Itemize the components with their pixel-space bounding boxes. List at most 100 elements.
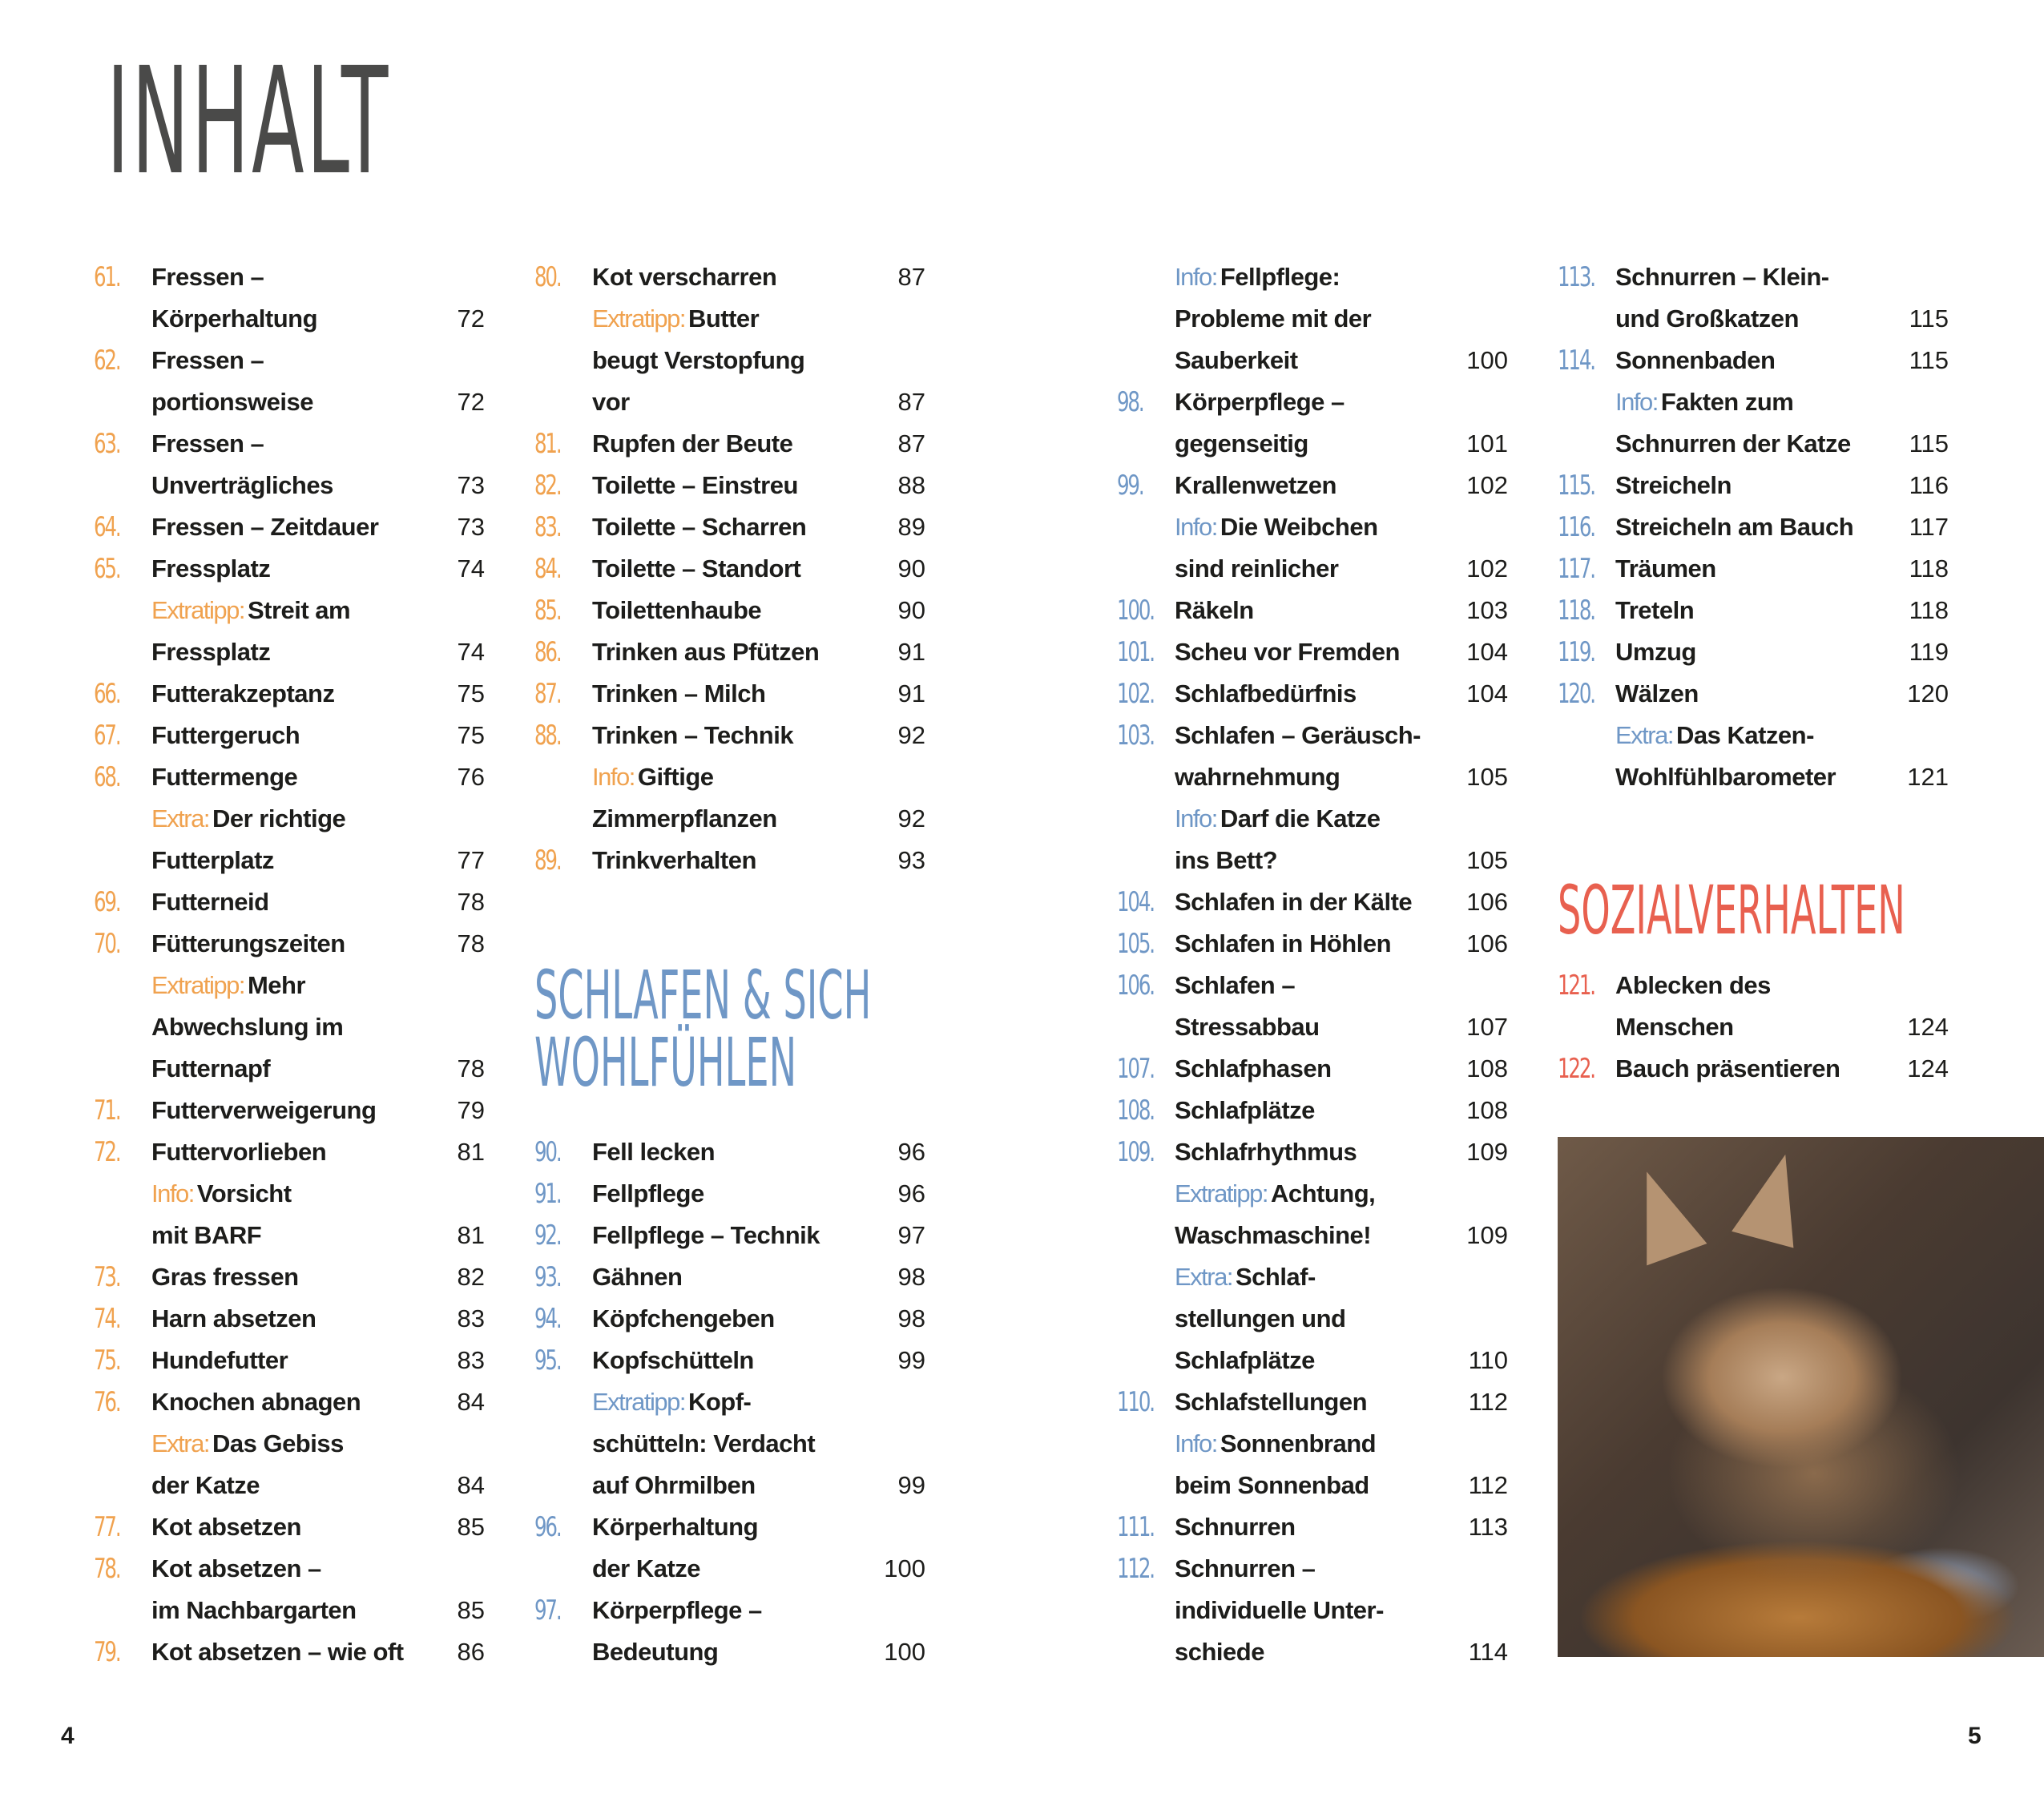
entry-number: 88. xyxy=(534,720,562,752)
entry-title: Futterplatz xyxy=(151,846,274,874)
toc-entry[interactable]: 91. Fellpflege 96 xyxy=(534,1173,925,1215)
toc-entry[interactable]: 97. Körperpflege – Bedeutung 100 xyxy=(534,1590,925,1673)
toc-entry[interactable]: 73. Gras fressen 82 xyxy=(94,1256,485,1298)
toc-entry[interactable]: 112. Schnurren – individuelle Unter-schied… xyxy=(1117,1548,1508,1673)
toc-entry[interactable]: 99. Krallenwetzen 102 xyxy=(1117,465,1508,506)
toc-entry[interactable]: 70. Fütterungszeiten 78 xyxy=(94,923,485,965)
toc-entry[interactable]: 118. Treteln 118 xyxy=(1558,590,1949,631)
toc-entry[interactable]: Info: Darf die Katze ins Bett? 105 xyxy=(1117,798,1508,881)
toc-entry[interactable]: 89. Trinkverhalten 93 xyxy=(534,840,925,881)
entry-title: Schnurren – Klein- xyxy=(1615,263,1829,291)
toc-entry[interactable]: 77. Kot absetzen 85 xyxy=(94,1506,485,1548)
toc-entry[interactable]: 65. Fressplatz 74 xyxy=(94,548,485,590)
toc-entry-line: Info: Sonnenbrand xyxy=(1117,1423,1508,1465)
toc-entry[interactable]: 88. Trinken – Technik 92 xyxy=(534,715,925,756)
toc-entry[interactable]: 80. Kot verscharren 87 xyxy=(534,256,925,298)
toc-entry[interactable]: 93. Gähnen 98 xyxy=(534,1256,925,1298)
toc-entry[interactable]: 61. Fressen – Körperhaltung 72 xyxy=(94,256,485,340)
toc-entry[interactable]: 119. Umzug 119 xyxy=(1558,631,1949,673)
cat-ear xyxy=(1616,1160,1707,1266)
entry-title: Gähnen xyxy=(592,1263,683,1291)
entry-title: beim Sonnenbad xyxy=(1175,1471,1369,1499)
toc-entry[interactable]: 82. Toilette – Einstreu 88 xyxy=(534,465,925,506)
toc-entry[interactable]: Extra: Der richtige Futterplatz 77 xyxy=(94,798,485,881)
toc-entry-line: Unverträgliches xyxy=(94,465,485,506)
toc-entry[interactable]: Info: Vorsicht mit BARF 81 xyxy=(94,1173,485,1256)
toc-entry[interactable]: 84. Toilette – Standort 90 xyxy=(534,548,925,590)
toc-entry[interactable]: 108. Schlafplätze 108 xyxy=(1117,1090,1508,1131)
toc-entry[interactable]: 122. Bauch präsentieren 124 xyxy=(1558,1048,1949,1090)
entry-number: 91. xyxy=(534,1178,562,1210)
toc-entry[interactable]: 109. Schlafrhythmus 109 xyxy=(1117,1131,1508,1173)
toc-entry[interactable]: 111. Schnurren 113 xyxy=(1117,1506,1508,1548)
entry-page-number: 97 xyxy=(897,1221,925,1249)
toc-entry[interactable]: 120. Wälzen 120 xyxy=(1558,673,1949,715)
toc-entry[interactable]: 100. Räkeln 103 xyxy=(1117,590,1508,631)
toc-entry[interactable]: 66. Futterakzeptanz 75 xyxy=(94,673,485,715)
toc-entry[interactable]: 116. Streicheln am Bauch 117 xyxy=(1558,506,1949,548)
toc-entry[interactable]: 92. Fellpflege – Technik 97 xyxy=(534,1215,925,1256)
toc-entry-line: Schlafplätze xyxy=(1117,1340,1508,1381)
toc-entry-line: 84. Toilette – Standort xyxy=(534,548,925,590)
toc-entry-line: 89. Trinkverhalten xyxy=(534,840,925,881)
toc-entry[interactable]: Extratipp: Streit am Fressplatz 74 xyxy=(94,590,485,673)
entry-page-number: 73 xyxy=(457,471,485,499)
toc-entry[interactable]: 105. Schlafen in Höhlen 106 xyxy=(1117,923,1508,965)
toc-entry[interactable]: Info: Die Weibchen sind reinlicher 102 xyxy=(1117,506,1508,590)
toc-entry[interactable]: Info: Fakten zum Schnurren der Katze 115 xyxy=(1558,381,1949,465)
toc-entry[interactable]: 68. Futtermenge 76 xyxy=(94,756,485,798)
toc-entry[interactable]: 103. Schlafen – Geräusch-wahrnehmung 105 xyxy=(1117,715,1508,798)
toc-entry[interactable]: 79. Kot absetzen – wie oft 86 xyxy=(94,1631,485,1673)
toc-entry[interactable]: 69. Futterneid 78 xyxy=(94,881,485,923)
toc-entry[interactable]: Extratipp: Achtung, Waschmaschine! 109 xyxy=(1117,1173,1508,1256)
toc-entry[interactable]: 64. Fressen – Zeitdauer 73 xyxy=(94,506,485,548)
toc-entry[interactable]: 115. Streicheln 116 xyxy=(1558,465,1949,506)
toc-entry[interactable]: 76. Knochen abnagen 84 xyxy=(94,1381,485,1423)
toc-entry[interactable]: 85. Toilettenhaube 90 xyxy=(534,590,925,631)
toc-entry[interactable]: 75. Hundefutter 83 xyxy=(94,1340,485,1381)
toc-entry[interactable]: Info: Sonnenbrand beim Sonnenbad 112 xyxy=(1117,1423,1508,1506)
toc-entry[interactable]: 107. Schlafphasen 108 xyxy=(1117,1048,1508,1090)
toc-entry[interactable]: 96. Körperhaltung der Katze 100 xyxy=(534,1506,925,1590)
toc-entry[interactable]: 101. Scheu vor Fremden 104 xyxy=(1117,631,1508,673)
toc-entry[interactable]: 113. Schnurren – Klein-und Großkatzen 115 xyxy=(1558,256,1949,340)
toc-entry[interactable]: Extra: Das Gebiss der Katze 84 xyxy=(94,1423,485,1506)
toc-entry[interactable]: Extratipp: Kopf-schütteln: Verdacht auf Oh… xyxy=(534,1381,925,1506)
toc-entry-line: beugt Verstopfung xyxy=(534,340,925,381)
toc-entry[interactable]: 106. Schlafen – Stressabbau 107 xyxy=(1117,965,1508,1048)
toc-entry[interactable]: 121. Ablecken des Menschen 124 xyxy=(1558,965,1949,1048)
toc-entry[interactable]: 86. Trinken aus Pfützen 91 xyxy=(534,631,925,673)
entry-page-number: 100 xyxy=(1466,346,1508,374)
toc-entry[interactable]: 71. Futterverweigerung 79 xyxy=(94,1090,485,1131)
entry-page-number: 74 xyxy=(457,554,485,583)
toc-entry[interactable]: 95. Kopfschütteln 99 xyxy=(534,1340,925,1381)
toc-entry[interactable]: 110. Schlafstellungen 112 xyxy=(1117,1381,1508,1423)
toc-entry[interactable]: 98. Körperpflege – gegenseitig 101 xyxy=(1117,381,1508,465)
toc-entry[interactable]: Extratipp: Butter beugt Verstopfung vor 87 xyxy=(534,298,925,423)
entry-number: 100. xyxy=(1117,595,1155,627)
toc-entry[interactable]: Info: Fellpflege: Probleme mit der Sauberke… xyxy=(1117,256,1508,381)
toc-entry-line: der Katze xyxy=(94,1465,485,1506)
toc-entry[interactable]: 67. Futtergeruch 75 xyxy=(94,715,485,756)
toc-entry[interactable]: 83. Toilette – Scharren 89 xyxy=(534,506,925,548)
toc-entry[interactable]: 114. Sonnenbaden 115 xyxy=(1558,340,1949,381)
toc-entry[interactable]: Info: Giftige Zimmerpflanzen 92 xyxy=(534,756,925,840)
toc-entry[interactable]: 104. Schlafen in der Kälte 106 xyxy=(1117,881,1508,923)
toc-entry[interactable]: 87. Trinken – Milch 91 xyxy=(534,673,925,715)
toc-entry[interactable]: 62. Fressen – portionsweise 72 xyxy=(94,340,485,423)
toc-entry[interactable]: Extratipp: Mehr Abwechslung im Futternapf 78 xyxy=(94,965,485,1090)
entry-tag: Extratipp: xyxy=(592,304,686,333)
toc-entry[interactable]: 63. Fressen – Unverträgliches 73 xyxy=(94,423,485,506)
toc-entry[interactable]: 90. Fell lecken 96 xyxy=(534,1131,925,1173)
entry-title: auf Ohrmilben xyxy=(592,1471,756,1499)
toc-entry[interactable]: 117. Träumen 118 xyxy=(1558,548,1949,590)
toc-entry[interactable]: Extra: Schlaf-stellungen und Schlafplätze 1… xyxy=(1117,1256,1508,1381)
toc-entry[interactable]: 94. Köpfchengeben 98 xyxy=(534,1298,925,1340)
toc-entry[interactable]: Extra: Das Katzen- Wohlfühlbarometer 121 xyxy=(1558,715,1949,798)
toc-entry[interactable]: 78. Kot absetzen – im Nachbargarten 85 xyxy=(94,1548,485,1631)
toc-entry[interactable]: 102. Schlafbedürfnis 104 xyxy=(1117,673,1508,715)
toc-entry[interactable]: 74. Harn absetzen 83 xyxy=(94,1298,485,1340)
toc-entry[interactable]: 72. Futtervorlieben 81 xyxy=(94,1131,485,1173)
toc-entry[interactable]: 81. Rupfen der Beute 87 xyxy=(534,423,925,465)
entry-number: 85. xyxy=(534,595,562,627)
